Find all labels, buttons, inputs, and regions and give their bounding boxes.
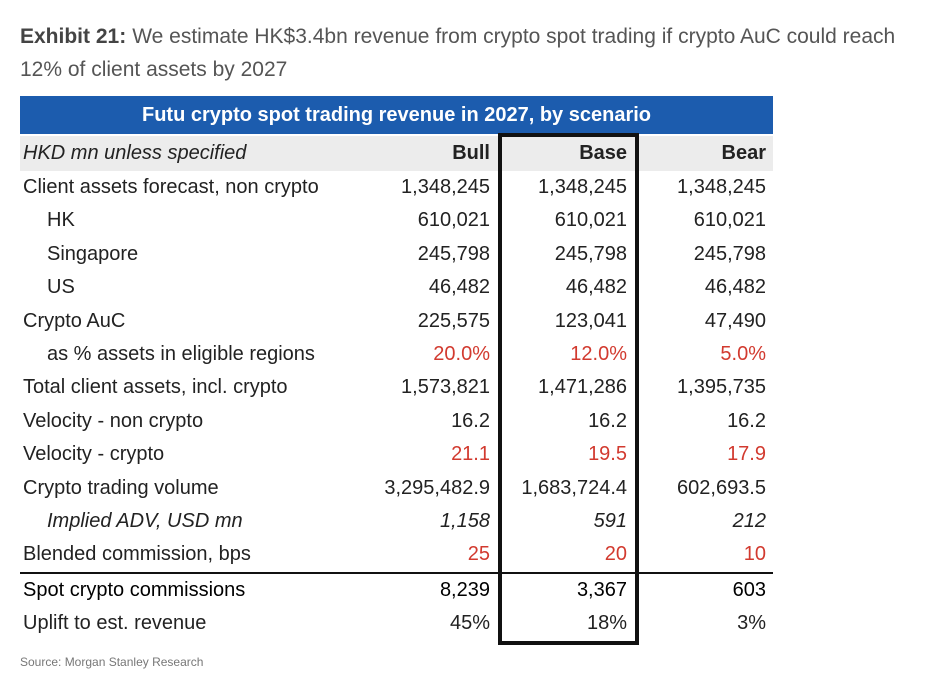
cell-bear: 245,798 [693,242,766,265]
cell-base: 20 [604,543,627,566]
cell-bear: 603 [634,571,773,608]
cell-base: 18% [586,612,627,635]
cell-bear: 1,348,245 [677,176,766,198]
row-label: Client assets forecast, non crypto [23,176,319,198]
table-row: HK 610,021 610,021 610,021 [20,204,773,237]
cell-bull: 1,573,821 [401,376,490,399]
row-label: Uplift to est. revenue [23,612,207,635]
cell-base: 123,041 [554,309,627,332]
cell-bear: 1,395,735 [677,376,766,399]
table-row: US 46,482 46,482 46,482 [20,271,773,304]
cell-bull: 3,295,482.9 [384,476,490,499]
row-label: as % assets in eligible regions [47,343,315,366]
table-banner: Futu crypto spot trading revenue in 2027… [20,96,773,134]
row-label: Crypto AuC [23,309,126,332]
table-row: Implied ADV, USD mn 1,158 591 212 [20,505,773,538]
cell-base: 16.2 [588,409,627,432]
cell-bear: 3% [737,612,766,635]
table-row: Velocity - crypto 21.1 19.5 17.9 [20,438,773,471]
header-bear: Bear [634,136,773,171]
row-label: Implied ADV, USD mn [47,510,243,533]
total-row: Spot crypto commissions 8,239 3,367 603 [20,571,773,608]
exhibit-title-text: We estimate HK$3.4bn revenue from crypto… [20,25,896,81]
row-label: Singapore [47,242,139,265]
row-label: US [47,276,75,299]
cell-bear: 5.0% [720,343,766,366]
scenario-table: HKD mn unless specified Bull Base Bear C… [20,136,773,641]
exhibit-label: Exhibit 21: [20,25,127,48]
table-row: Crypto trading volume 3,295,482.9 1,683,… [20,472,773,505]
cell-bull: 245,798 [417,242,490,265]
row-label: Velocity - crypto [23,443,165,466]
cell-bull: 20.0% [433,343,490,366]
cell-bull: 46,482 [428,276,490,299]
cell-base: 1,683,724.4 [521,476,627,499]
cell-bull: 610,021 [417,209,490,232]
cell-bear: 16.2 [727,409,766,432]
table-row: Total client assets, incl. crypto 1,573,… [20,371,773,404]
table-row: Velocity - non crypto 16.2 16.2 16.2 [20,405,773,438]
table-row: Crypto AuC 225,575 123,041 47,490 [20,305,773,338]
cell-bear: 610,021 [693,209,766,232]
cell-base: 1,471,286 [538,376,627,399]
row-label: Velocity - non crypto [23,409,204,432]
table-row: Uplift to est. revenue 45% 18% 3% [20,607,773,640]
exhibit-title: Exhibit 21: We estimate HK$3.4bn revenue … [20,20,910,86]
cell-bear: 10 [743,543,766,566]
table-row: as % assets in eligible regions 20.0% 12… [20,338,773,371]
header-bull: Bull [371,136,497,171]
table-row: Blended commission, bps 25 20 10 [20,538,773,572]
cell-bull: 1,158 [439,510,490,533]
cell-base: 245,798 [554,242,627,265]
source-note: Source: Morgan Stanley Research [20,655,204,669]
cell-base: 591 [593,510,627,533]
cell-bear: 17.9 [727,443,766,466]
cell-bull: 8,239 [371,571,497,608]
row-label: HK [47,209,75,232]
header-units-label: HKD mn unless specified [20,136,371,171]
table-header-row: HKD mn unless specified Bull Base Bear [20,136,773,171]
table-row: Singapore 245,798 245,798 245,798 [20,238,773,271]
cell-bear: 46,482 [704,276,766,299]
cell-bull: 16.2 [451,409,490,432]
row-label: Total client assets, incl. crypto [23,376,288,399]
row-label: Crypto trading volume [23,476,219,499]
cell-base: 19.5 [588,443,627,466]
cell-bull: 25 [467,543,490,566]
cell-base: 12.0% [570,343,627,366]
cell-base: 1,348,245 [538,176,627,198]
cell-base: 3,367 [497,571,634,608]
cell-bull: 1,348,245 [401,176,490,198]
row-label: Blended commission, bps [23,543,251,566]
cell-base: 46,482 [565,276,627,299]
table-row: Client assets forecast, non crypto 1,348… [20,171,773,204]
cell-base: 610,021 [554,209,627,232]
cell-bull: 45% [449,612,490,635]
cell-bull: 225,575 [417,309,490,332]
header-base: Base [497,136,634,171]
cell-bear: 47,490 [704,309,766,332]
cell-bear: 212 [732,510,766,533]
row-label: Spot crypto commissions [20,571,371,608]
cell-bear: 602,693.5 [677,476,766,499]
cell-bull: 21.1 [451,443,490,466]
